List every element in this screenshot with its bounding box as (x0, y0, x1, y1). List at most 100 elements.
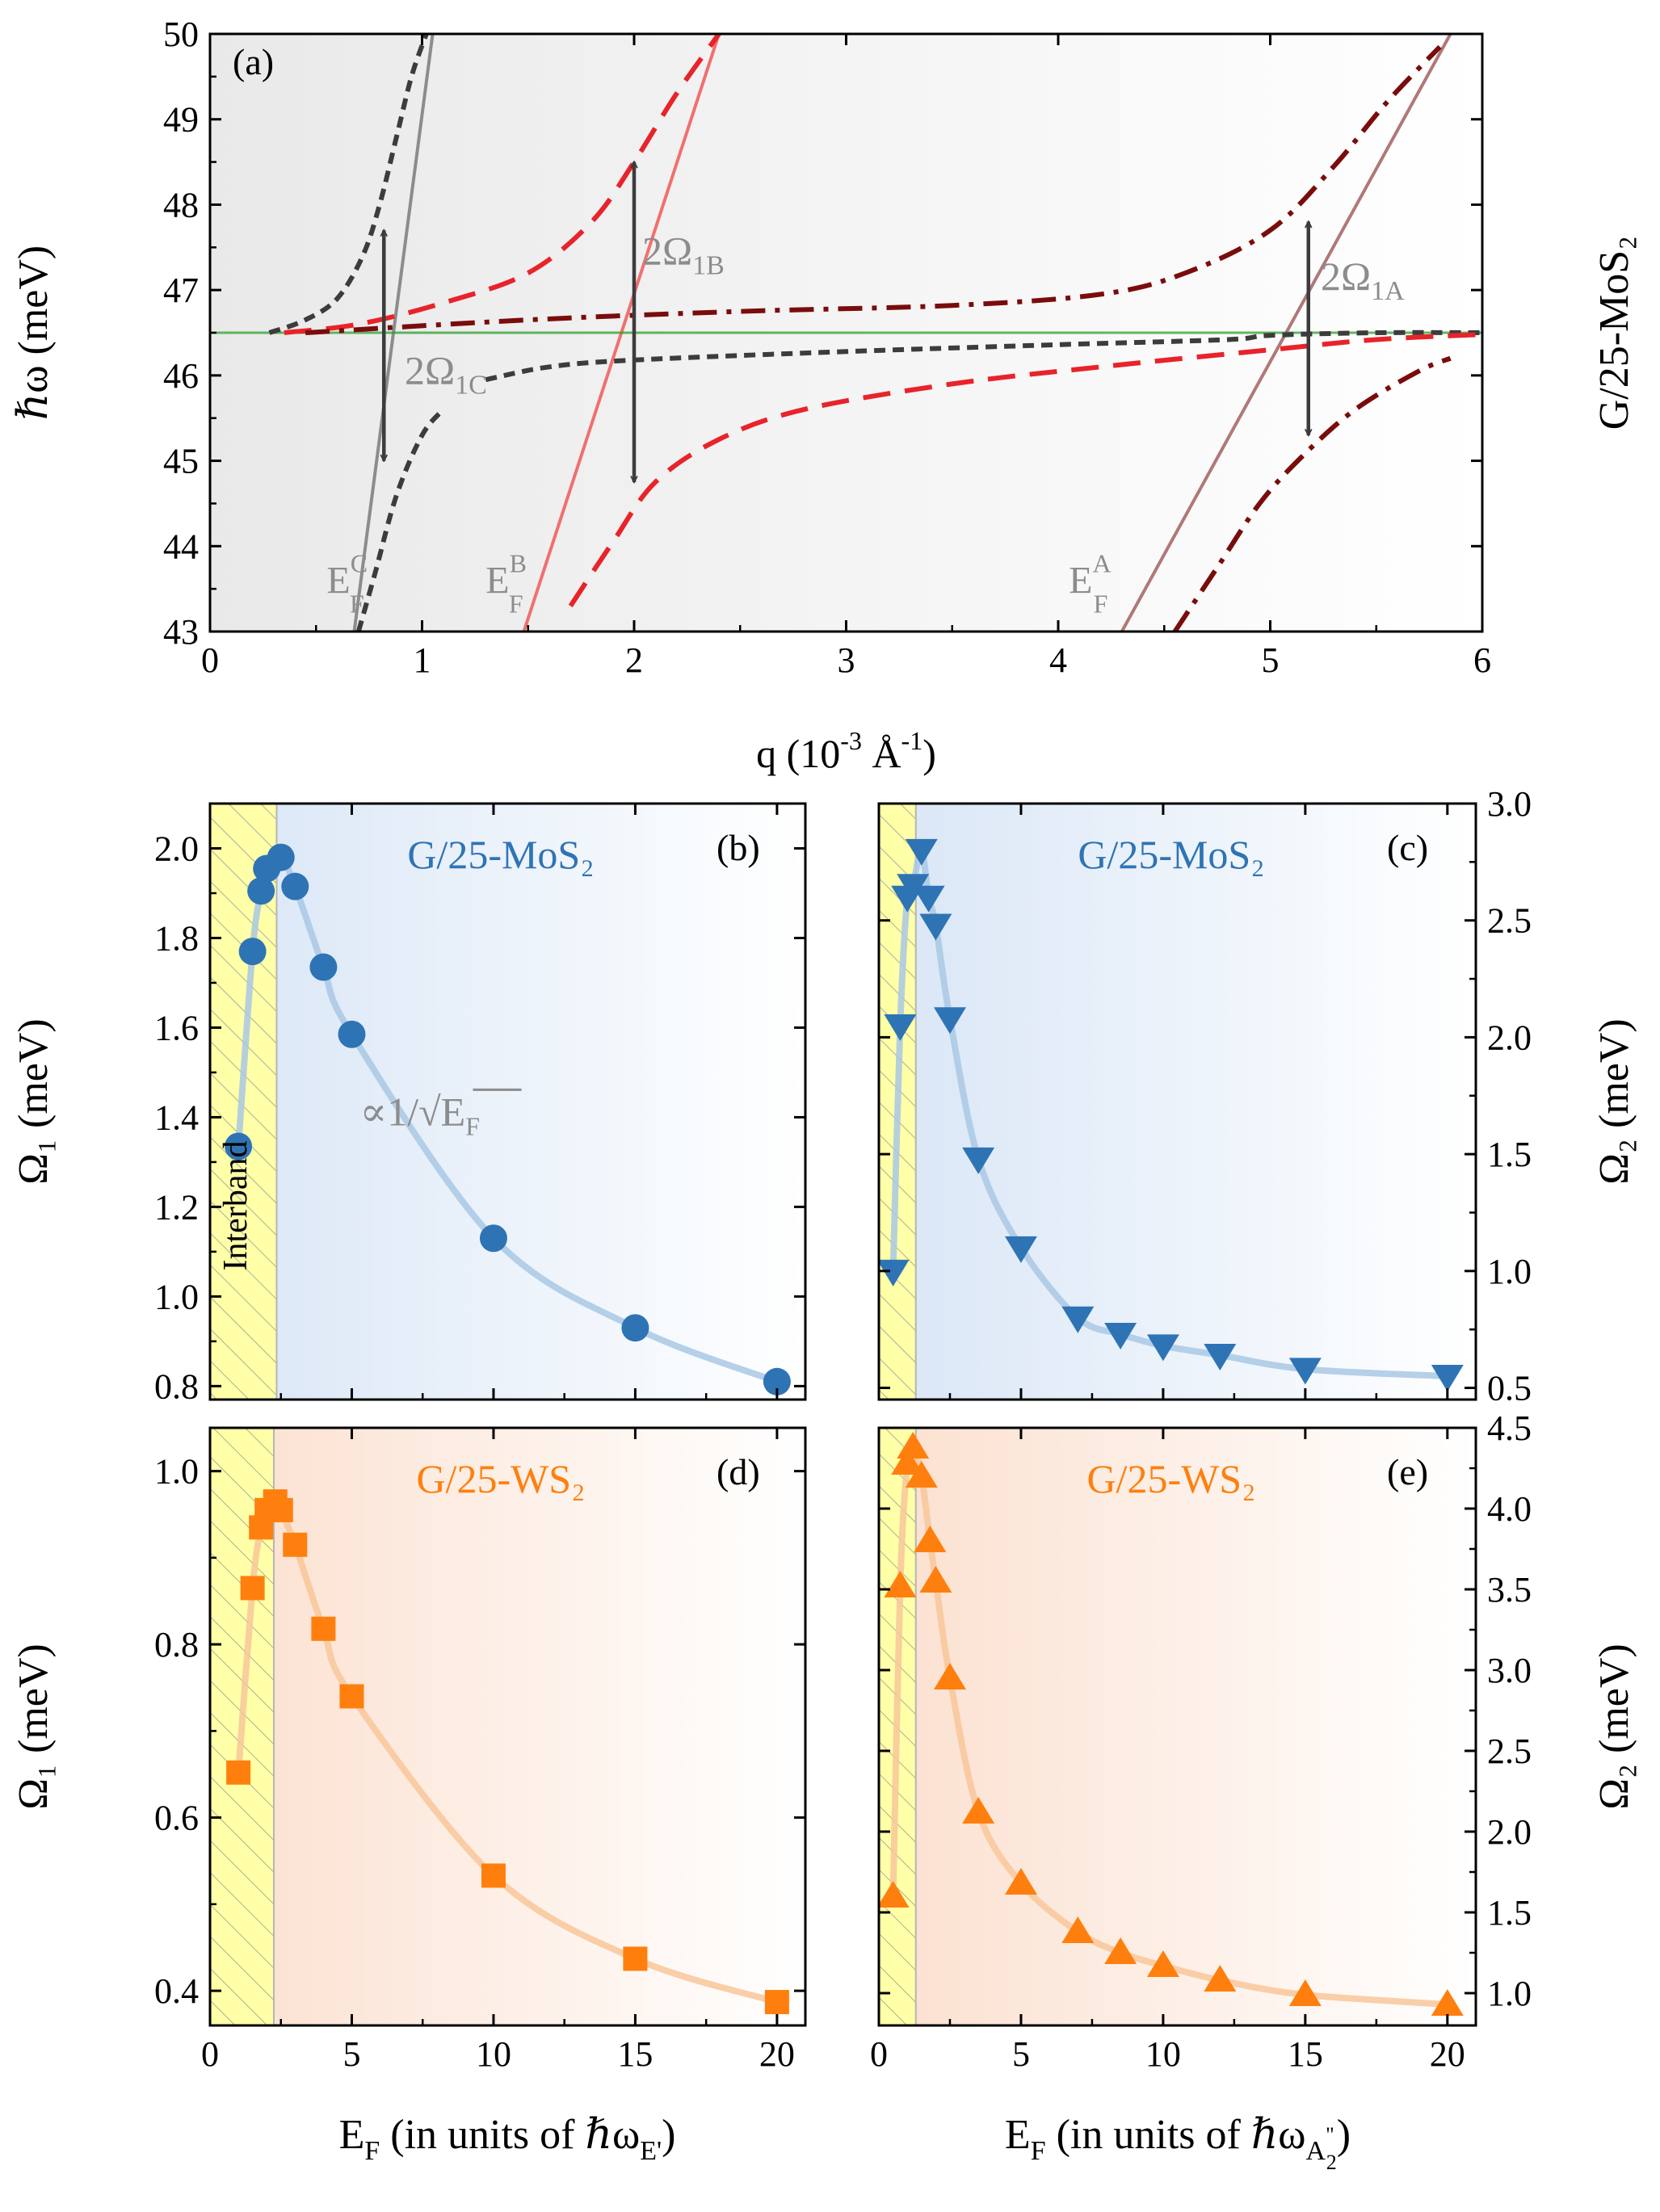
x-tick-label: 5 (1012, 2034, 1030, 2074)
right-label-a: G/25-MoS₂ (1591, 236, 1637, 430)
panel-c-plot (879, 838, 1464, 1392)
fermi-label-E: E (1069, 559, 1092, 602)
axes-d: 0 5 10 15 20 0.4 0.6 0.8 1.0 (154, 1426, 807, 2074)
data-point (1204, 1344, 1237, 1371)
y-tick-label: 1.8 (154, 918, 199, 958)
data-point (267, 843, 295, 871)
plot-frame (208, 1426, 807, 2027)
data-point (962, 1147, 995, 1174)
y-tick-label: 49 (163, 100, 199, 140)
xlabel-prefix: q (10 (756, 731, 840, 776)
xlabel-middle: (in units of ℏω (1046, 2112, 1306, 2158)
data-point (897, 1432, 930, 1459)
fermi-label-sup: B (510, 548, 527, 577)
panel-label-e: (e) (1387, 1451, 1428, 1492)
x-axis-label-right: EF (in units of ℏωA" 2) (1005, 2112, 1351, 2174)
y-tick-label: 48 (163, 185, 199, 225)
panel-d-plot (226, 1489, 789, 2015)
material-label-d: G/25-WS₂ (416, 1456, 585, 1501)
data-point (339, 1684, 364, 1709)
data-point (247, 877, 275, 905)
y-tick-label: 2.5 (1487, 1731, 1532, 1771)
xlabel-prefix: E (1005, 2112, 1031, 2158)
data-point (268, 1497, 293, 1522)
annotation-main: ∝1/√E (359, 1089, 465, 1134)
curve-C-flat (485, 329, 1482, 383)
scaling-annotation: ∝1/√EF (359, 1089, 480, 1140)
curve-B-lower (568, 332, 1482, 607)
data-point (623, 1946, 648, 1971)
data-point (1104, 1322, 1137, 1349)
arrow-label-sub: 1C (455, 370, 487, 400)
y-tick-label: 50 (163, 15, 199, 54)
x-tick-label: 10 (1145, 2034, 1181, 2074)
data-point (1288, 1979, 1322, 2006)
y-tick-label: 46 (163, 356, 199, 396)
data-point (621, 1314, 649, 1342)
xlabel-suffix: ) (1337, 2112, 1351, 2158)
curve-A-lower (1172, 355, 1452, 632)
data-point (1288, 1358, 1322, 1385)
interband-label: Interband (217, 1141, 254, 1271)
y-tick-label: 1.0 (154, 1452, 199, 1492)
data-point (283, 1532, 308, 1557)
y-tick-label: 47 (163, 271, 199, 310)
fermi-label-sub: F (1094, 589, 1108, 618)
x-tick-label: 20 (1430, 2034, 1465, 2074)
panel-label-c: (c) (1387, 827, 1428, 868)
data-point (225, 1132, 253, 1161)
arrow-label-1C: 2Ω1C (405, 347, 487, 400)
xlabel-exp2: -1 (901, 726, 923, 755)
x-tick-label: 5 (1262, 640, 1280, 680)
plot-frame (208, 802, 807, 1401)
data-point (338, 1020, 366, 1048)
x-tick-label: 4 (1049, 640, 1067, 680)
xlabel-sub: F (364, 2136, 380, 2166)
data-point (1204, 1965, 1237, 1992)
y-tick-label: 4.0 (1487, 1489, 1532, 1529)
x-tick-label: 3 (838, 640, 855, 680)
axes-c: 0.5 1.0 1.5 2.0 2.5 3.0 (877, 784, 1532, 1408)
y-tick-label: 0.4 (154, 1971, 199, 2011)
curve-A-upper (305, 44, 1442, 335)
data-point (919, 1566, 952, 1593)
data-point (914, 1526, 947, 1552)
material-label-c: G/25-MoS₂ (1078, 832, 1264, 877)
data-point (1431, 1365, 1464, 1392)
y-tick-label: 3.5 (1487, 1570, 1532, 1610)
x-tick-label: 20 (759, 2034, 795, 2074)
curve-C-lower (355, 408, 446, 632)
x-tick-label: 2 (625, 640, 643, 680)
axes-b: 0.8 1.0 1.2 1.4 1.6 1.8 2.0 (154, 802, 807, 1406)
x-tick-label: 15 (617, 2034, 653, 2074)
panel-label-d: (d) (717, 1451, 760, 1492)
data-point (764, 1990, 789, 2015)
panel-e-background (879, 1428, 1476, 2025)
x-tick-label: 6 (1473, 640, 1491, 680)
y-tick-label: 1.0 (1487, 1252, 1532, 1291)
data-point (763, 1367, 791, 1396)
xlabel-prefix: E (339, 2112, 365, 2158)
y-axis-label-c: Ω₂ (meV) (1591, 1018, 1637, 1185)
fermi-label-sub: F (509, 589, 523, 618)
arrow-label-1B: 2Ω1B (642, 228, 725, 280)
fermi-label-sup: A (1092, 548, 1111, 577)
y-tick-label: 3.0 (1487, 784, 1532, 824)
x-tick-label: 15 (1288, 2034, 1323, 2074)
annotation-sub: F (465, 1111, 480, 1140)
y-axis-label-e: Ω₂ (meV) (1591, 1643, 1637, 1810)
fermi-label-sub: F (350, 589, 364, 618)
y-tick-label: 1.0 (154, 1277, 199, 1316)
xlabel-mid: Å (862, 731, 901, 776)
data-point (1431, 1989, 1464, 2016)
fermi-label-B: EB F (485, 548, 527, 618)
data-point (884, 1571, 917, 1597)
data-point (884, 1014, 917, 1041)
xlabel-sub2: A (1306, 2136, 1326, 2166)
x-tick-label: 1 (414, 640, 431, 680)
y-tick-label: 1.6 (154, 1008, 199, 1047)
y-tick-label: 0.5 (1487, 1369, 1532, 1408)
xlabel-sub2: E' (640, 2136, 662, 2166)
y-tick-label: 45 (163, 442, 199, 481)
